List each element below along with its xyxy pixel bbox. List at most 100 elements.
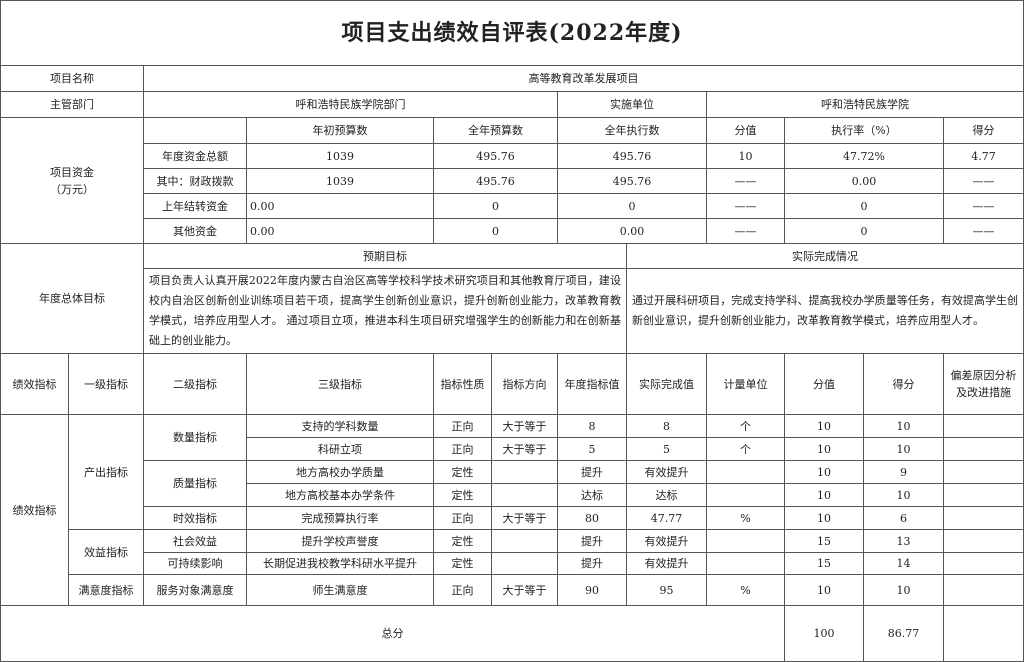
level2-indicator: 时效指标	[143, 506, 247, 530]
funds-header-blank	[143, 117, 247, 144]
level3-indicator: 完成预算执行率	[246, 506, 434, 530]
actual-value: 有效提升	[626, 552, 707, 575]
deviation-analysis	[942, 437, 1024, 461]
performance-header: 偏差原因分析及改进措施	[942, 353, 1024, 415]
measure-unit	[706, 529, 785, 553]
measure-unit: 个	[706, 414, 785, 438]
deviation-analysis	[942, 506, 1024, 530]
funds-row-name: 其中：财政拨款	[143, 168, 247, 194]
performance-header: 二级指标	[143, 353, 247, 415]
expected-goal-label: 预期目标	[143, 243, 627, 269]
indicator-direction	[491, 483, 558, 507]
deviation-analysis	[942, 483, 1024, 507]
annual-target: 5	[557, 437, 627, 461]
performance-header: 三级指标	[246, 353, 434, 415]
indicator-nature: 正向	[433, 506, 492, 530]
indicator-nature: 正向	[433, 574, 492, 606]
indicator-nature: 定性	[433, 552, 492, 575]
funds-label: 项目资金 （万元）	[0, 117, 144, 244]
level3-indicator: 师生满意度	[246, 574, 434, 606]
level2-indicator: 数量指标	[143, 414, 247, 461]
level2-indicator: 质量指标	[143, 460, 247, 507]
deviation-analysis	[942, 529, 1024, 553]
score-value: ——	[706, 168, 785, 194]
deviation-analysis	[942, 460, 1024, 484]
funds-header: 分值	[706, 117, 785, 144]
score-value: 10	[784, 460, 864, 484]
performance-header: 计量单位	[706, 353, 785, 415]
indicator-direction: 大于等于	[491, 506, 558, 530]
actual-value: 有效提升	[626, 529, 707, 553]
indicator-direction	[491, 460, 558, 484]
actual-value: 达标	[626, 483, 707, 507]
score: ——	[942, 218, 1024, 244]
level1-indicator: 效益指标	[68, 529, 144, 575]
score: 10	[863, 414, 944, 438]
performance-header: 分值	[784, 353, 864, 415]
funds-label-text: 项目资金	[50, 165, 94, 179]
measure-unit	[706, 552, 785, 575]
score: 13	[863, 529, 944, 553]
measure-unit: %	[706, 506, 785, 530]
annual-target: 达标	[557, 483, 627, 507]
execution-rate: 47.72%	[784, 143, 944, 169]
level2-indicator: 服务对象满意度	[143, 574, 247, 606]
measure-unit: 个	[706, 437, 785, 461]
performance-header: 指标性质	[433, 353, 492, 415]
score-value: ——	[706, 193, 785, 219]
actual-value: 5	[626, 437, 707, 461]
annual-budget: 0	[433, 218, 558, 244]
annual-budget: 495.76	[433, 168, 558, 194]
funds-row-name: 上年结转资金	[143, 193, 247, 219]
total-score: 86.77	[863, 605, 944, 662]
indicator-direction: 大于等于	[491, 574, 558, 606]
score: 14	[863, 552, 944, 575]
annual-target: 8	[557, 414, 627, 438]
deviation-analysis	[942, 552, 1024, 575]
funds-header: 年初预算数	[246, 117, 434, 144]
indicator-nature: 定性	[433, 529, 492, 553]
page-title: 项目支出绩效自评表(2022年度)	[0, 0, 1024, 66]
performance-header: 实际完成值	[626, 353, 707, 415]
indicator-direction	[491, 552, 558, 575]
score-value: 10	[784, 574, 864, 606]
score: 6	[863, 506, 944, 530]
total-label: 总分	[0, 605, 785, 662]
indicator-direction: 大于等于	[491, 437, 558, 461]
funds-header: 全年执行数	[557, 117, 707, 144]
level3-indicator: 提升学校声誉度	[246, 529, 434, 553]
level1-indicator: 产出指标	[68, 414, 144, 530]
score: 4.77	[942, 143, 1024, 169]
funds-row-name: 其他资金	[143, 218, 247, 244]
initial-budget: 1039	[246, 168, 434, 194]
level2-indicator: 可持续影响	[143, 552, 247, 575]
level3-indicator: 长期促进我校教学科研水平提升	[246, 552, 434, 575]
funds-unit: （万元）	[50, 182, 94, 196]
actual-value: 95	[626, 574, 707, 606]
annual-target: 80	[557, 506, 627, 530]
level1-indicator: 满意度指标	[68, 574, 144, 606]
actual-value: 47.77	[626, 506, 707, 530]
impl-unit-value: 呼和浩特民族学院	[705, 91, 1024, 118]
funds-header: 执行率（%）	[784, 117, 944, 144]
annual-target: 90	[557, 574, 627, 606]
annual-executed: 0.00	[557, 218, 707, 244]
expected-goal-text: 项目负责人认真开展2022年度内蒙古自治区高等学校科学技术研究项目和其他教育厅项…	[143, 268, 627, 354]
department-value: 呼和浩特民族学院部门	[143, 91, 558, 118]
score: 9	[863, 460, 944, 484]
annual-budget: 0	[433, 193, 558, 219]
funds-header: 得分	[942, 117, 1024, 144]
level3-indicator: 科研立项	[246, 437, 434, 461]
score: ——	[942, 193, 1024, 219]
annual-target: 提升	[557, 529, 627, 553]
project-name-label: 项目名称	[0, 65, 144, 92]
level3-indicator: 地方高校办学质量	[246, 460, 434, 484]
level3-indicator: 支持的学科数量	[246, 414, 434, 438]
score-value: 10	[784, 483, 864, 507]
total-remark	[942, 605, 1024, 662]
score: 10	[863, 574, 944, 606]
annual-goal-label: 年度总体目标	[0, 243, 144, 354]
performance-header: 年度指标值	[557, 353, 627, 415]
score-value: ——	[706, 218, 785, 244]
